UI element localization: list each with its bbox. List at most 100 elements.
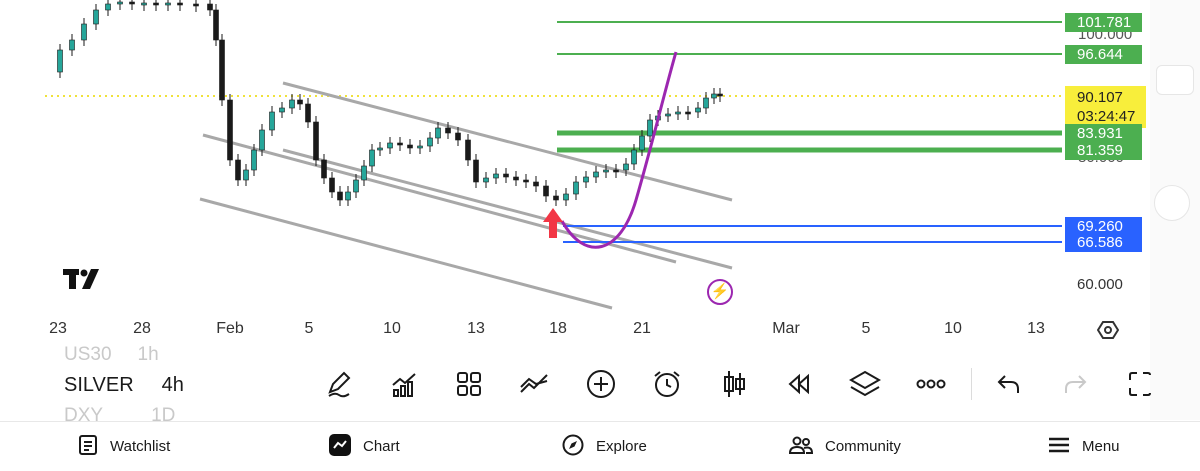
x-axis-label: 5 xyxy=(304,320,314,337)
candle-body xyxy=(695,107,701,113)
candle-body xyxy=(69,39,75,51)
redo-icon[interactable] xyxy=(1057,366,1093,402)
projection-curve xyxy=(560,51,678,249)
draw-icon[interactable] xyxy=(321,366,357,402)
candle-body xyxy=(675,111,681,115)
candle-body xyxy=(685,111,691,115)
candle-body xyxy=(513,176,519,181)
nav-watchlist[interactable]: Watchlist xyxy=(78,422,170,471)
tradingview-logo-icon xyxy=(63,267,105,296)
indicators-icon[interactable] xyxy=(386,366,422,402)
candle-body xyxy=(623,163,629,171)
x-axis-label: 28 xyxy=(133,320,151,337)
candle-body xyxy=(207,3,213,11)
candle-body xyxy=(711,93,717,99)
candle-body xyxy=(235,159,241,181)
symbol-below: DXY 1D xyxy=(64,405,176,426)
candle-body xyxy=(337,191,343,201)
bottom-navigation: Watchlist Chart Explore Community Menu xyxy=(0,421,1200,471)
candle-body xyxy=(345,191,351,201)
channel-line-inner xyxy=(282,148,733,270)
candle-body xyxy=(563,193,569,201)
candle-body xyxy=(483,177,489,183)
candle-body xyxy=(297,99,303,105)
candle-body xyxy=(639,135,645,151)
x-axis-label: Feb xyxy=(216,320,244,337)
candle-body xyxy=(81,23,87,41)
symbol-name: SILVER xyxy=(64,374,134,396)
candle-body xyxy=(465,139,471,161)
candle-body xyxy=(377,147,383,151)
candle-body xyxy=(105,3,111,11)
channel-line-lower xyxy=(199,197,613,310)
nav-label: Explore xyxy=(596,438,647,455)
candle-body xyxy=(93,9,99,25)
candle-body xyxy=(369,149,375,167)
price-tag: 96.644 xyxy=(1065,45,1142,64)
symbol-selector[interactable]: SILVER 4h xyxy=(64,374,184,397)
candle-body xyxy=(227,99,233,161)
nav-community[interactable]: Community xyxy=(788,422,901,471)
undo-icon[interactable] xyxy=(991,366,1027,402)
candle-body xyxy=(219,39,225,101)
candle-body xyxy=(503,173,509,178)
side-panel-edge xyxy=(1150,0,1200,420)
side-ghost-button xyxy=(1156,65,1194,95)
nav-chart[interactable]: Chart xyxy=(329,422,400,471)
candle-body xyxy=(455,132,461,141)
candle-body xyxy=(397,142,403,146)
candle-body xyxy=(361,165,367,181)
candle-body xyxy=(269,111,275,131)
price-chart[interactable] xyxy=(0,0,1150,345)
side-ghost-circle xyxy=(1154,185,1190,221)
price-tag: 101.781 xyxy=(1065,13,1142,32)
nav-menu[interactable]: Menu xyxy=(1048,422,1120,471)
more-icon[interactable] xyxy=(913,366,949,402)
compare-icon[interactable] xyxy=(517,366,553,402)
candle-body xyxy=(603,169,609,173)
nav-label: Menu xyxy=(1082,438,1120,455)
candle-body xyxy=(243,169,249,181)
candle-body xyxy=(543,185,549,197)
alert-icon[interactable] xyxy=(649,366,685,402)
settings-icon[interactable] xyxy=(1096,319,1120,346)
compass-icon xyxy=(562,434,584,460)
candle-body xyxy=(647,119,653,137)
x-axis-label: 10 xyxy=(944,320,962,337)
price-tag: 83.931 xyxy=(1065,124,1142,143)
replay-icon[interactable] xyxy=(781,366,817,402)
fullscreen-icon[interactable] xyxy=(1122,366,1158,402)
candle-body xyxy=(387,142,393,149)
candle-body xyxy=(583,176,589,183)
candle-body xyxy=(703,97,709,109)
price-tag: 66.586 xyxy=(1065,233,1142,252)
price-tag: 81.359 xyxy=(1065,141,1142,160)
x-axis-label: 5 xyxy=(861,320,871,337)
candle-body xyxy=(117,1,123,5)
nav-label: Chart xyxy=(363,438,400,455)
menu-icon xyxy=(1048,436,1070,458)
candle-body xyxy=(279,107,285,113)
candles-icon[interactable] xyxy=(716,366,752,402)
candle-body xyxy=(553,195,559,201)
candle-body xyxy=(573,181,579,195)
x-axis-label: 23 xyxy=(49,320,67,337)
up-arrow-icon xyxy=(543,208,563,238)
x-axis-label: 13 xyxy=(467,320,485,337)
nav-explore[interactable]: Explore xyxy=(562,422,647,471)
x-axis-label: 13 xyxy=(1027,320,1045,337)
layers-icon[interactable] xyxy=(847,366,883,402)
candle-body xyxy=(427,137,433,147)
add-icon[interactable] xyxy=(583,366,619,402)
candle-body xyxy=(435,127,441,139)
watchlist-icon xyxy=(78,434,98,460)
lightning-icon[interactable]: ⚡ xyxy=(707,279,733,305)
candle-body xyxy=(523,179,529,183)
chart-area[interactable]: ⚡ 23 28 Feb 5 10 13 18 21 Mar 5 10 13 101.781 100.00… xyxy=(0,0,1150,345)
symbol-above: US30 1h xyxy=(64,344,159,365)
nav-label: Watchlist xyxy=(110,438,171,455)
layout-grid-icon[interactable] xyxy=(451,366,487,402)
candles xyxy=(57,0,723,206)
candle-body xyxy=(717,93,723,97)
nav-label: Community xyxy=(825,438,901,455)
